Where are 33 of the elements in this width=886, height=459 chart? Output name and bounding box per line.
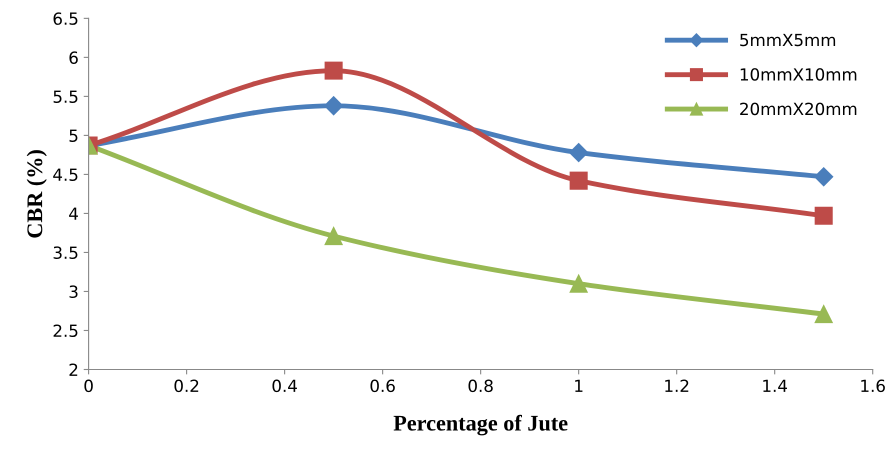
point (324, 62, 343, 80)
y-tick-label: 5.5 (54, 90, 78, 103)
x-tick-label: 1.4 (763, 380, 788, 392)
x-tick-label: 0.8 (468, 380, 493, 392)
y-tick-label: 2.5 (54, 324, 78, 338)
x-tick-label: 1.6 (861, 380, 885, 392)
y-tick-label: 5 (70, 130, 78, 142)
point (570, 172, 588, 190)
y-tick-label: 3 (70, 285, 78, 298)
y-tick-label: 3.5 (54, 246, 78, 260)
point (569, 143, 588, 162)
x-tick-label: 0 (84, 380, 93, 392)
point (324, 227, 343, 246)
legend-label: 20mmX20mm (740, 102, 856, 116)
point (814, 167, 834, 186)
y-tick-label: 2 (69, 363, 78, 376)
x-tick-label: 0.2 (174, 380, 198, 392)
x-tick-label: 1.2 (665, 380, 688, 392)
point (570, 274, 588, 293)
legend-label: 5mmX5mm (740, 34, 836, 46)
x-tick-label: 0.6 (370, 380, 395, 392)
y-tick-label: 6.5 (54, 12, 78, 25)
y-axis-title: CBR (%) (26, 150, 47, 238)
x-axis-title: Percentage of Jute (394, 414, 568, 436)
y-tick-label: 4.5 (53, 168, 78, 181)
point (324, 96, 344, 116)
point (814, 305, 833, 324)
point (814, 206, 833, 225)
x-tick-label: 0.4 (272, 380, 297, 392)
x-tick-label: 1 (575, 380, 582, 392)
y-tick-label: 4 (69, 208, 78, 220)
y-tick-label: 6 (69, 51, 78, 64)
legend-label: 10mmX10mm (740, 68, 856, 81)
